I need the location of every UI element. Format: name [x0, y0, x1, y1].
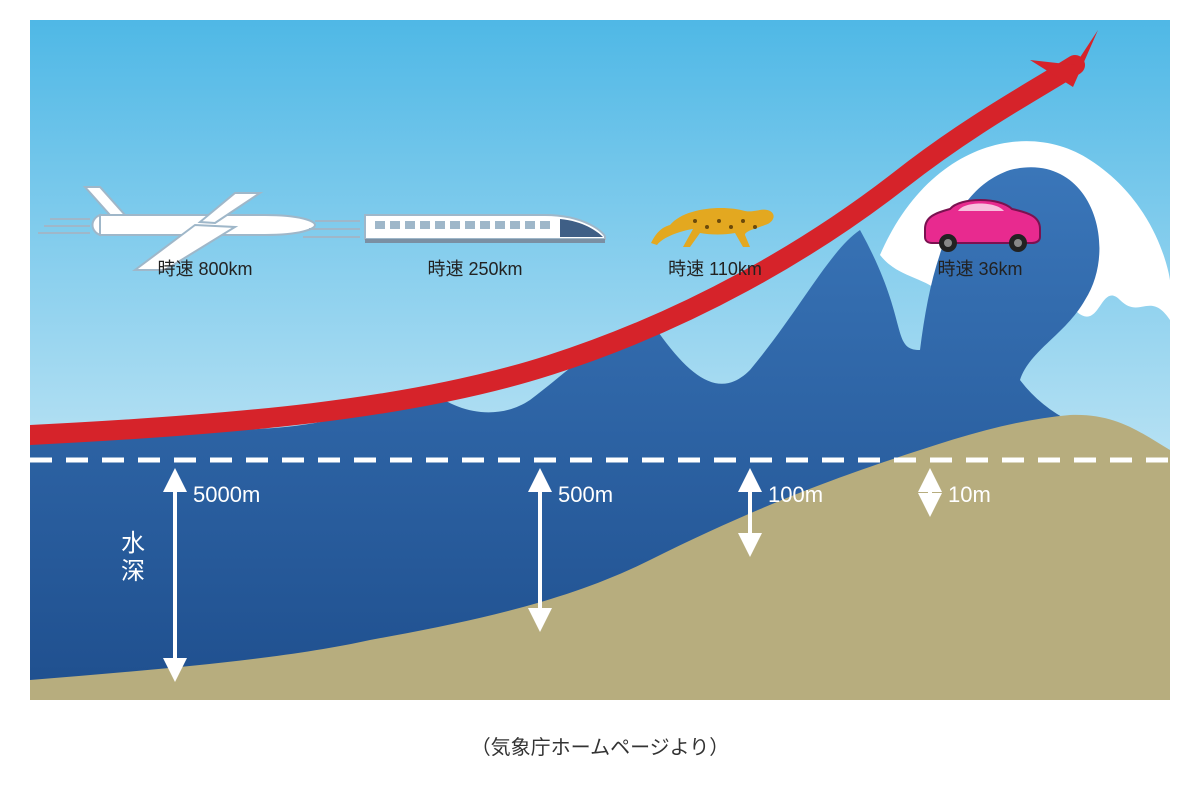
speed-label-3: 時速 36km	[937, 259, 1022, 279]
depth-label-3: 10m	[948, 482, 991, 507]
speed-label-1: 時速 250km	[427, 259, 522, 279]
diagram-stage: 5000m 500m 100m 10m 水深 時速 800km 時速 250km 時速 110…	[30, 20, 1170, 700]
depth-label-2: 100m	[768, 482, 823, 507]
depth-label-0: 5000m	[193, 482, 260, 507]
tsunami-diagram: 5000m 500m 100m 10m 水深 時速 800km 時速 250km 時速 110…	[30, 20, 1170, 700]
speed-label-0: 時速 800km	[157, 259, 252, 279]
speed-label-2: 時速 110km	[668, 259, 762, 279]
depth-title: 水深	[117, 530, 145, 586]
diagram-container: 5000m 500m 100m 10m 水深 時速 800km 時速 250km 時速 110…	[0, 0, 1200, 788]
caption: （気象庁ホームページより）	[0, 731, 1200, 760]
depth-label-1: 500m	[558, 482, 613, 507]
